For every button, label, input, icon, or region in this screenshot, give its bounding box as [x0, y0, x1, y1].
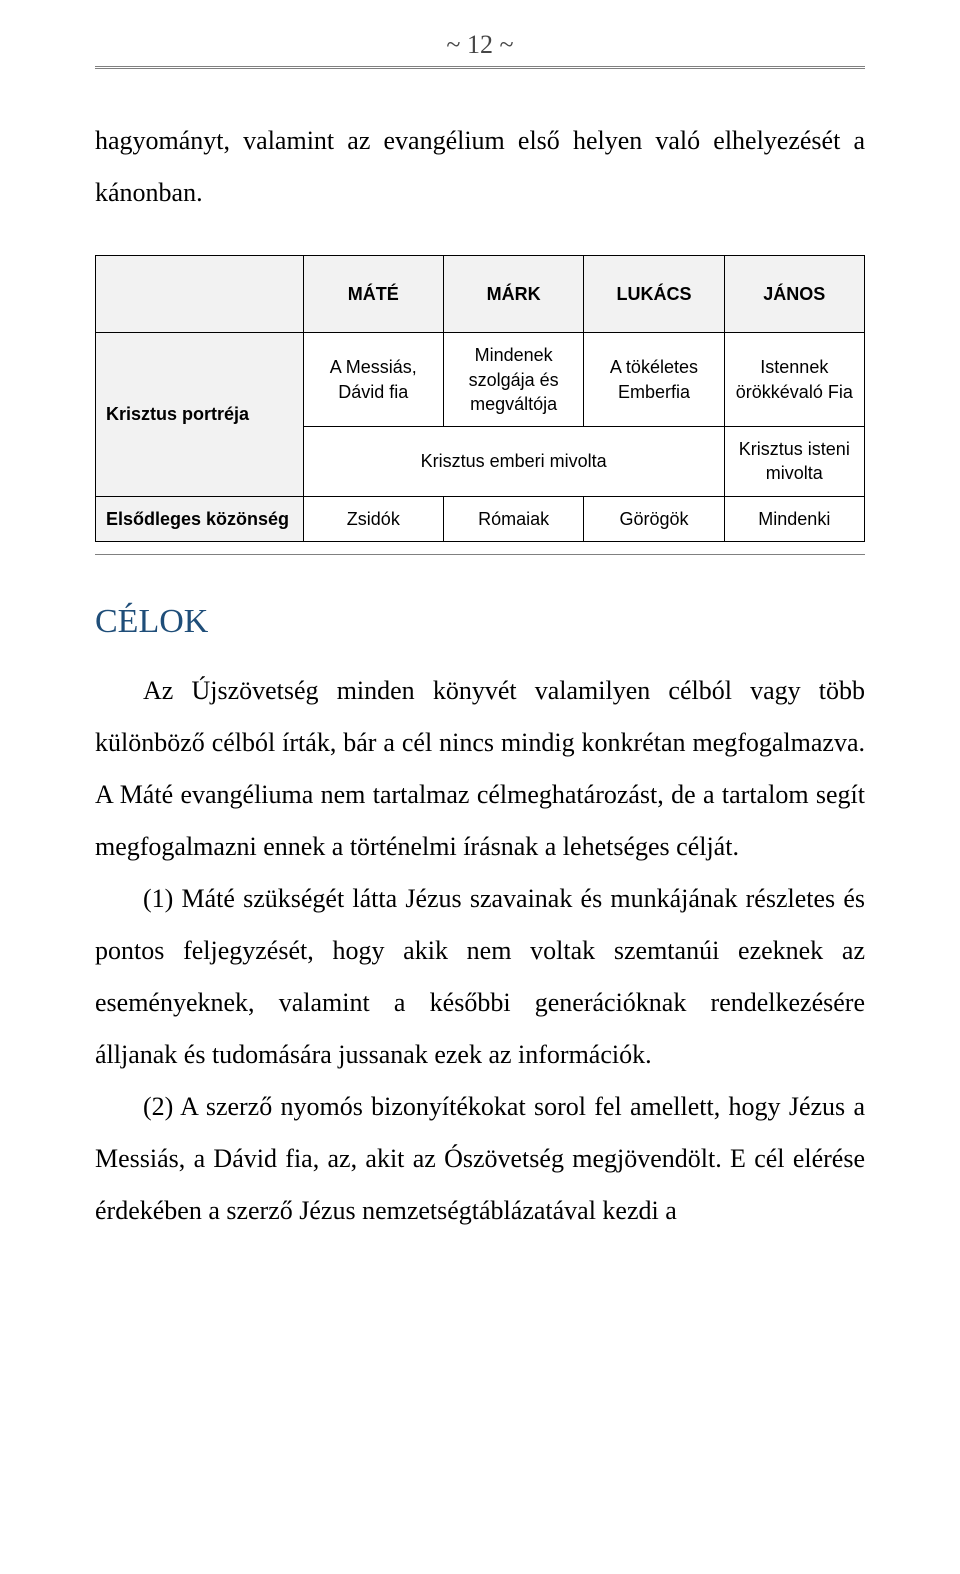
table-cell: Krisztus isteni mivolta — [724, 427, 864, 497]
row-header-portre: Krisztus portréja — [96, 333, 304, 496]
table-cell: Rómaiak — [443, 496, 583, 541]
table-row: Elsődleges közönség Zsidók Rómaiak Görög… — [96, 496, 865, 541]
col-header-lukacs: LUKÁCS — [584, 256, 724, 333]
col-header-mate: MÁTÉ — [303, 256, 443, 333]
table-bottom-rule — [95, 554, 865, 555]
table-row: Krisztus portréja A Messiás, Dávid fia M… — [96, 333, 865, 427]
gospel-table: MÁTÉ MÁRK LUKÁCS JÁNOS Krisztus portréja… — [95, 255, 865, 542]
body-paragraph-3: (2) A szerző nyomós bizonyítékokat sorol… — [95, 1081, 865, 1237]
body-paragraph-2: (1) Máté szükségét látta Jézus szavainak… — [95, 873, 865, 1081]
header-rule-1 — [95, 66, 865, 67]
table-cell: Mindenek szolgája és megváltója — [443, 333, 583, 427]
col-header-mark: MÁRK — [443, 256, 583, 333]
table-cell: A Messiás, Dávid fia — [303, 333, 443, 427]
intro-paragraph: hagyományt, valamint az evangélium első … — [95, 115, 865, 219]
table-header-row: MÁTÉ MÁRK LUKÁCS JÁNOS — [96, 256, 865, 333]
section-title-celok: CÉLOK — [95, 603, 865, 641]
header-rule-2 — [95, 68, 865, 69]
body-text-span: Az Újszövetség minden könyvét valamilyen… — [95, 676, 865, 861]
body-paragraph-1: Az Újszövetség minden könyvét valamilyen… — [95, 665, 865, 873]
table-cell: A tökéletes Emberfia — [584, 333, 724, 427]
row-header-kozonseg: Elsődleges közönség — [96, 496, 304, 541]
table-cell: Görögök — [584, 496, 724, 541]
table-cell: Zsidók — [303, 496, 443, 541]
col-header-janos: JÁNOS — [724, 256, 864, 333]
table-corner-cell — [96, 256, 304, 333]
table-cell: Mindenki — [724, 496, 864, 541]
body-text-span: (2) A szerző nyomós bizonyítékokat sorol… — [95, 1092, 865, 1225]
page-number: ~ 12 ~ — [95, 30, 865, 60]
body-text-span: (1) Máté szükségét látta Jézus szavainak… — [95, 884, 865, 1069]
table-cell: Istennek örökkévaló Fia — [724, 333, 864, 427]
table-cell-span: Krisztus emberi mivolta — [303, 427, 724, 497]
document-page: ~ 12 ~ hagyományt, valamint az evangéliu… — [0, 0, 960, 1277]
